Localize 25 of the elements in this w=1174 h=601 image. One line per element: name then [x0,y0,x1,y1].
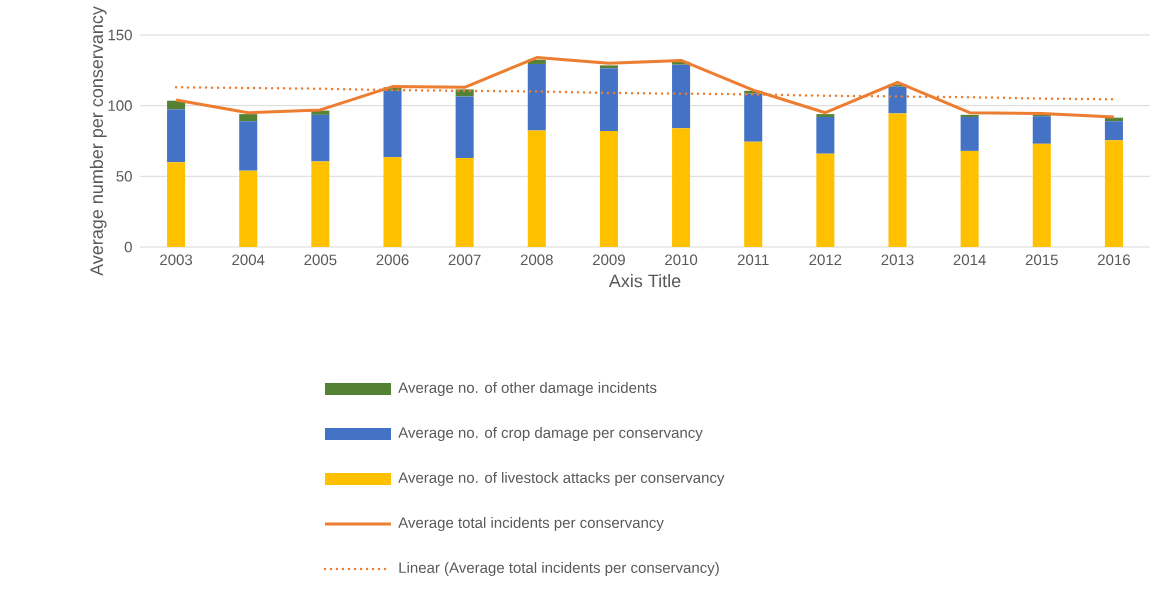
y-tick-label: 100 [108,100,132,111]
x-tick-label: 2004 [232,254,265,266]
y-tick-label: 0 [124,241,132,253]
legend-label: Average no. of other damage incidents [398,382,657,396]
x-tick-label: 2006 [376,254,409,266]
y-axis-title: Average number per conservancy [89,6,107,276]
y-tick-label: 150 [108,29,132,41]
legend-label: Linear (Average total incidents per conservancy) [399,561,719,576]
y-tick-label: 50 [116,171,132,182]
legend-label: Average no. of livestock attacks per conservancy [398,471,725,486]
x-axis-title: Axis Title [608,274,681,288]
x-tick-label: 2005 [304,254,337,266]
x-tick-label: 2016 [1097,254,1130,266]
x-tick-label: 2015 [1025,254,1058,266]
x-tick-label: 2008 [520,254,553,266]
x-tick-label: 2013 [881,254,914,266]
x-tick-label: 2009 [593,254,625,266]
x-tick-label: 2007 [448,254,481,266]
legend-label: Average total incidents per conservancy [398,516,664,531]
x-tick-label: 2011 [737,254,769,266]
legend-label: Average no. of crop damage per conservancy [398,427,703,441]
x-tick-label: 2012 [809,254,842,266]
x-tick-label: 2014 [953,254,986,266]
x-tick-label: 2010 [665,254,698,266]
x-tick-label: 2003 [160,254,193,266]
